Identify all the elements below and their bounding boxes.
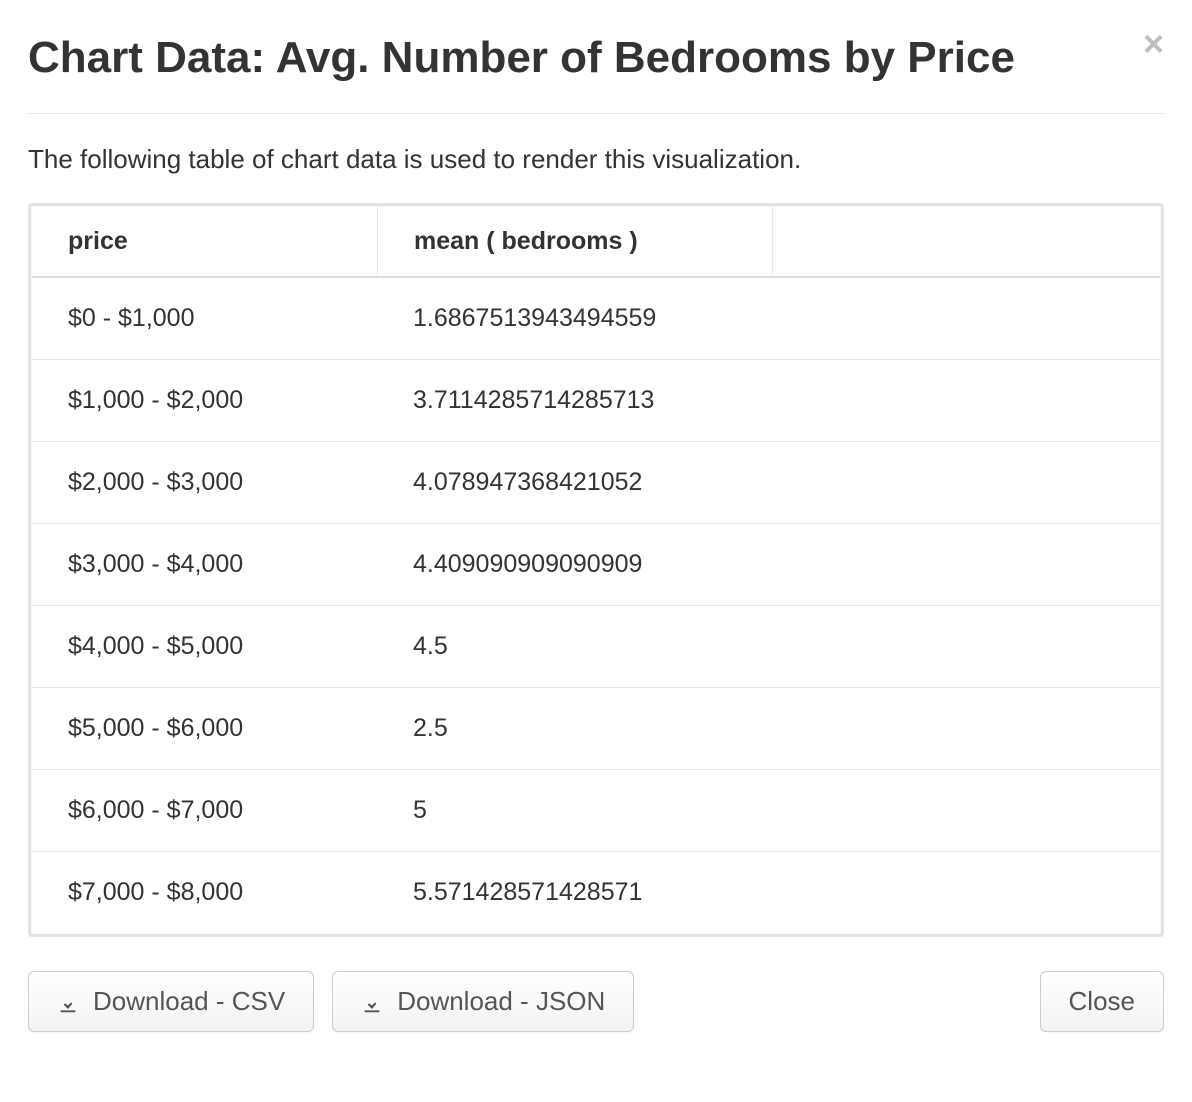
cell-mean-bedrooms: 5.571428571428571 — [377, 851, 772, 933]
table-row: $1,000 - $2,000 3.7114285714285713 — [32, 359, 1160, 441]
table-row: $5,000 - $6,000 2.5 — [32, 687, 1160, 769]
download-csv-label: Download - CSV — [93, 986, 285, 1017]
chart-data-modal: Chart Data: Avg. Number of Bedrooms by P… — [0, 0, 1192, 1102]
table-row: $4,000 - $5,000 4.5 — [32, 605, 1160, 687]
download-json-button[interactable]: Download - JSON — [332, 971, 634, 1032]
download-icon — [57, 991, 79, 1013]
close-button-label: Close — [1069, 986, 1135, 1017]
cell-price: $1,000 - $2,000 — [32, 359, 377, 441]
data-table-container: price mean ( bedrooms ) $0 - $1,000 1.68… — [28, 203, 1164, 937]
cell-empty — [772, 769, 1160, 851]
cell-empty — [772, 278, 1160, 359]
cell-empty — [772, 687, 1160, 769]
table-row: $7,000 - $8,000 5.571428571428571 — [32, 851, 1160, 933]
cell-empty — [772, 605, 1160, 687]
cell-price: $4,000 - $5,000 — [32, 605, 377, 687]
cell-empty — [772, 441, 1160, 523]
cell-price: $0 - $1,000 — [32, 278, 377, 359]
cell-price: $2,000 - $3,000 — [32, 441, 377, 523]
col-header-empty — [772, 207, 1160, 278]
cell-mean-bedrooms: 5 — [377, 769, 772, 851]
modal-header: Chart Data: Avg. Number of Bedrooms by P… — [28, 30, 1164, 114]
modal-description: The following table of chart data is use… — [28, 144, 1164, 175]
download-csv-button[interactable]: Download - CSV — [28, 971, 314, 1032]
table-row: $3,000 - $4,000 4.409090909090909 — [32, 523, 1160, 605]
table-row: $0 - $1,000 1.6867513943494559 — [32, 278, 1160, 359]
col-header-mean-bedrooms: mean ( bedrooms ) — [377, 207, 772, 278]
cell-mean-bedrooms: 4.5 — [377, 605, 772, 687]
table-header-row: price mean ( bedrooms ) — [32, 207, 1160, 278]
cell-price: $3,000 - $4,000 — [32, 523, 377, 605]
download-json-label: Download - JSON — [397, 986, 605, 1017]
close-icon[interactable]: × — [1143, 26, 1164, 62]
cell-mean-bedrooms: 4.078947368421052 — [377, 441, 772, 523]
download-icon — [361, 991, 383, 1013]
cell-price: $6,000 - $7,000 — [32, 769, 377, 851]
cell-price: $5,000 - $6,000 — [32, 687, 377, 769]
cell-mean-bedrooms: 4.409090909090909 — [377, 523, 772, 605]
close-button[interactable]: Close — [1040, 971, 1164, 1032]
table-row: $6,000 - $7,000 5 — [32, 769, 1160, 851]
cell-empty — [772, 851, 1160, 933]
cell-price: $7,000 - $8,000 — [32, 851, 377, 933]
modal-footer: Download - CSV Download - JSON Close — [28, 971, 1164, 1032]
chart-data-table: price mean ( bedrooms ) $0 - $1,000 1.68… — [32, 207, 1160, 933]
col-header-price: price — [32, 207, 377, 278]
cell-empty — [772, 359, 1160, 441]
table-row: $2,000 - $3,000 4.078947368421052 — [32, 441, 1160, 523]
cell-mean-bedrooms: 1.6867513943494559 — [377, 278, 772, 359]
modal-title: Chart Data: Avg. Number of Bedrooms by P… — [28, 30, 1164, 85]
cell-empty — [772, 523, 1160, 605]
cell-mean-bedrooms: 3.7114285714285713 — [377, 359, 772, 441]
cell-mean-bedrooms: 2.5 — [377, 687, 772, 769]
